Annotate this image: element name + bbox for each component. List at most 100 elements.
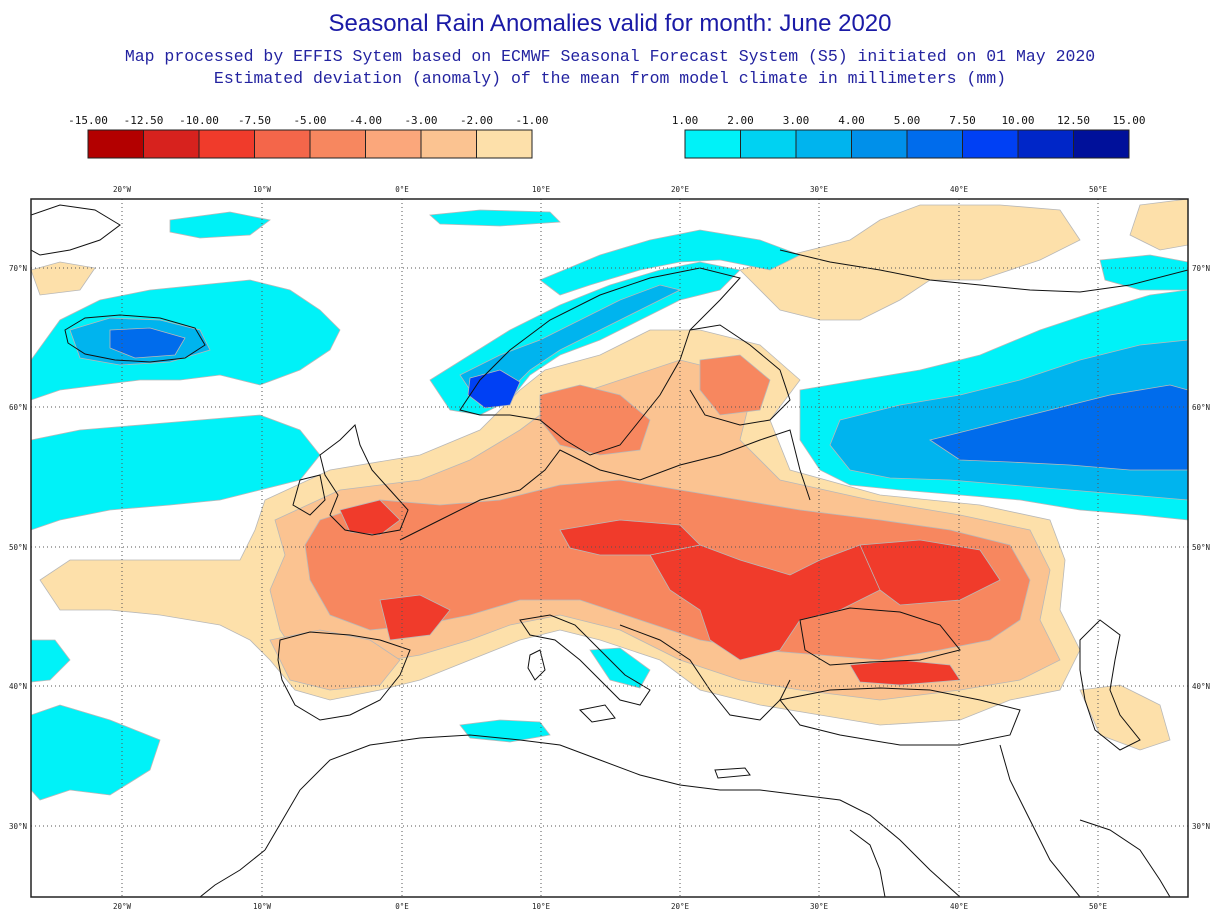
- legend-negative-label-8: -1.00: [515, 114, 548, 127]
- legend-negative-swatch-7: [476, 129, 533, 159]
- legend-positive-swatch-7: [1073, 129, 1130, 159]
- coastline-finland-baltic: [689, 324, 791, 426]
- latitude-labels-right: 70°N 60°N 50°N 40°N 30°N: [1192, 264, 1210, 831]
- map-frame: [30, 198, 1189, 898]
- legend-positive-label-6: 10.00: [1001, 114, 1034, 127]
- coastline-north-africa: [264, 734, 961, 897]
- lon-label-bottom-4: 20°E: [671, 902, 690, 911]
- wet-anomaly-region-azores: [31, 704, 161, 801]
- legend-negative-swatch-4: [309, 129, 366, 159]
- lon-label-top-4: 20°E: [671, 185, 690, 194]
- legend-negative-swatch-5: [365, 129, 422, 159]
- legend-negative-label-2: -10.00: [179, 114, 219, 127]
- dry-anomaly-region-caspian: [1079, 684, 1171, 751]
- lon-label-bottom-0: 20°W: [113, 902, 132, 911]
- coastline-sardinia: [527, 649, 546, 681]
- legend-positive-label-8: 15.00: [1112, 114, 1145, 127]
- coastline-turkey: [779, 687, 1021, 746]
- legend-positive-swatch-5: [962, 129, 1019, 159]
- coastline-sicily: [578, 704, 616, 723]
- anomaly-fields: [31, 199, 1188, 801]
- wet-anomaly-region-atlantic-west: [31, 639, 71, 683]
- coastline-iceland: [64, 314, 206, 363]
- strong-wet-region-iceland: [109, 327, 186, 359]
- legend-negative-label-7: -2.00: [460, 114, 493, 127]
- lat-label-left-1: 60°N: [9, 403, 27, 412]
- wet-anomaly-region-tyrrhenian: [589, 647, 651, 689]
- strong-dry-region-france: [379, 594, 451, 641]
- lon-label-bottom-7: 50°E: [1089, 902, 1108, 911]
- strong-dry-region-poland: [559, 519, 701, 556]
- legend-positive-swatch-6: [1017, 129, 1074, 159]
- legend-negative-swatch-1: [143, 129, 200, 159]
- legend-negative-swatch-2: [198, 129, 255, 159]
- coastline-middle-east: [999, 744, 1081, 897]
- lat-label-right-1: 60°N: [1192, 403, 1210, 412]
- legend-positive-label-7: 12.50: [1057, 114, 1090, 127]
- graticule: [31, 199, 1188, 897]
- legend-positive-scale: 1.00 2.00 3.00 4.00 5.00 7.50 10.00 12.50 15.00: [672, 114, 1146, 159]
- legend-positive-swatch-2: [795, 129, 852, 159]
- legend-negative-label-0: -15.00: [68, 114, 108, 127]
- lon-label-bottom-2: 0°E: [395, 902, 409, 911]
- lat-label-right-4: 30°N: [1192, 822, 1210, 831]
- coastline-black-sea: [799, 607, 961, 666]
- coastline-red-sea: [849, 829, 886, 897]
- lon-label-top-2: 0°E: [395, 185, 409, 194]
- longitude-labels-bottom: 20°W 10°W 0°E 10°E 20°E 30°E 40°E 50°E: [113, 902, 1108, 911]
- lon-label-top-3: 10°E: [532, 185, 551, 194]
- coastline-russia-north: [779, 249, 1188, 293]
- legend-negative-swatch-3: [254, 129, 311, 159]
- legend-positive-swatch-4: [906, 129, 963, 159]
- legend-positive-label-5: 7.50: [949, 114, 976, 127]
- coastlines: [31, 204, 1188, 897]
- legend-positive-label-3: 4.00: [838, 114, 865, 127]
- map-subtitle-processing: Map processed by EFFIS Sytem based on EC…: [124, 47, 1096, 66]
- lat-label-left-4: 30°N: [9, 822, 27, 831]
- legend-negative-label-5: -4.00: [349, 114, 382, 127]
- dry-anomaly-region-arctic-east: [1129, 199, 1188, 251]
- legend-positive-label-1: 2.00: [727, 114, 754, 127]
- coastline-ireland: [292, 474, 326, 516]
- lon-label-top-5: 30°E: [810, 185, 829, 194]
- strong-dry-region-balkans: [649, 544, 901, 661]
- lat-label-right-3: 40°N: [1192, 682, 1210, 691]
- lon-label-top-6: 40°E: [950, 185, 969, 194]
- wet-anomaly-region-barents: [1099, 254, 1188, 291]
- dry-region-finland: [699, 354, 771, 416]
- lat-label-left-2: 50°N: [9, 543, 27, 552]
- color-legend: -15.00 -12.50 -10.00 -7.50 -5.00 -4.00 -3.00 -2…: [68, 114, 1146, 159]
- dry-region-scandinavia-south: [539, 384, 651, 456]
- legend-negative-label-4: -5.00: [293, 114, 326, 127]
- moderate-dry-region-iberia: [269, 629, 401, 691]
- coastline-balkans: [619, 624, 791, 721]
- wet-anomaly-region-greenland-sea: [169, 211, 271, 239]
- lon-label-bottom-5: 30°E: [810, 902, 829, 911]
- lat-label-left-0: 70°N: [9, 264, 27, 273]
- coastline-europe-mainland: [399, 429, 811, 541]
- dry-anomaly-region-iceland-west: [31, 261, 96, 296]
- legend-positive-label-2: 3.00: [783, 114, 810, 127]
- map-title: Seasonal Rain Anomalies valid for month:…: [328, 10, 892, 37]
- lon-label-top-7: 50°E: [1089, 185, 1108, 194]
- dry-anomaly-region-northeast: [739, 204, 1081, 321]
- legend-positive-label-0: 1.00: [672, 114, 699, 127]
- wet-anomaly-region-arctic: [539, 229, 801, 296]
- legend-negative-swatch-6: [420, 129, 477, 159]
- lon-label-bottom-6: 40°E: [950, 902, 969, 911]
- lat-label-right-2: 50°N: [1192, 543, 1210, 552]
- legend-negative-label-3: -7.50: [238, 114, 271, 127]
- wet-anomaly-region-north-sea: [429, 209, 561, 227]
- coastline-italy: [519, 614, 651, 706]
- legend-positive-swatch-3: [851, 129, 908, 159]
- longitude-labels-top: 20°W 10°W 0°E 10°E 20°E 30°E 40°E 50°E: [113, 185, 1108, 194]
- coastline-persian-gulf: [1079, 819, 1171, 897]
- strong-dry-region-ukraine: [859, 539, 1001, 606]
- legend-negative-label-1: -12.50: [124, 114, 164, 127]
- legend-negative-swatch-0: [87, 129, 144, 159]
- map-subtitle-units: Estimated deviation (anomaly) of the mea…: [213, 69, 1007, 88]
- map-content: [31, 199, 1188, 897]
- strong-dry-region-uk: [339, 499, 401, 536]
- strong-dry-region-black-sea-south: [849, 659, 961, 686]
